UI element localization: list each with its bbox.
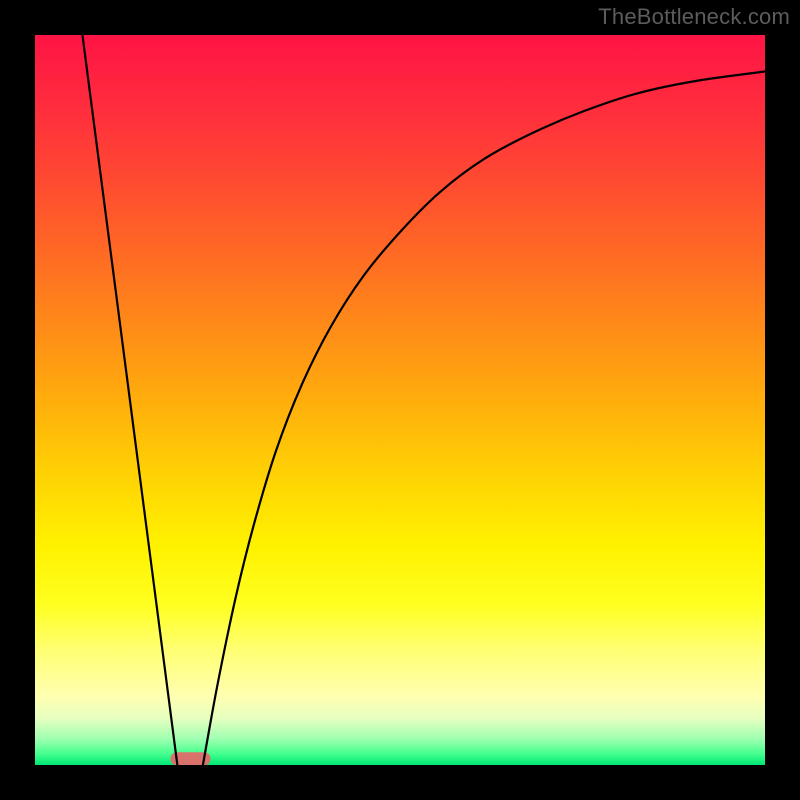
plot-area	[35, 35, 765, 765]
watermark-text: TheBottleneck.com	[598, 4, 790, 30]
root: TheBottleneck.com	[0, 0, 800, 800]
gradient-background	[35, 35, 765, 765]
plot-svg	[35, 35, 765, 765]
